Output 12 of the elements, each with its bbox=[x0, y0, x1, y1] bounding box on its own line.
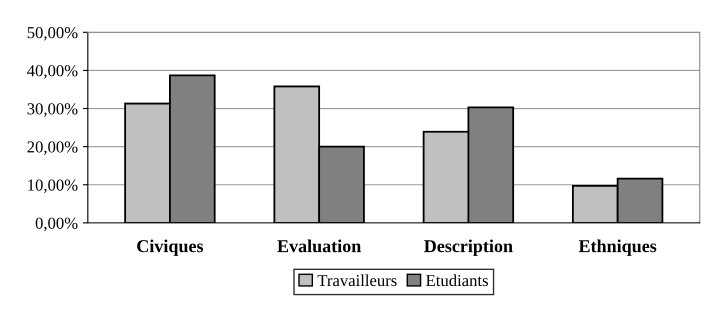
y-tick-label: 50,00% bbox=[28, 27, 78, 41]
legend-label: Travailleurs bbox=[318, 274, 397, 286]
y-tick-label: 30,00% bbox=[28, 103, 78, 117]
y-tick-label: 40,00% bbox=[27, 65, 78, 79]
y-tick-label: 20,00% bbox=[27, 141, 78, 155]
x-tick-label: Description bbox=[424, 240, 513, 256]
x-tick-label: Evaluation bbox=[277, 240, 362, 252]
y-tick-label: 10,00% bbox=[28, 179, 78, 194]
y-tick-label: 0,00% bbox=[36, 218, 78, 232]
x-tick-label: Ethniques bbox=[578, 240, 656, 256]
legend-label: Etudiants bbox=[426, 274, 488, 286]
x-tick-label: Civiques bbox=[137, 240, 204, 256]
